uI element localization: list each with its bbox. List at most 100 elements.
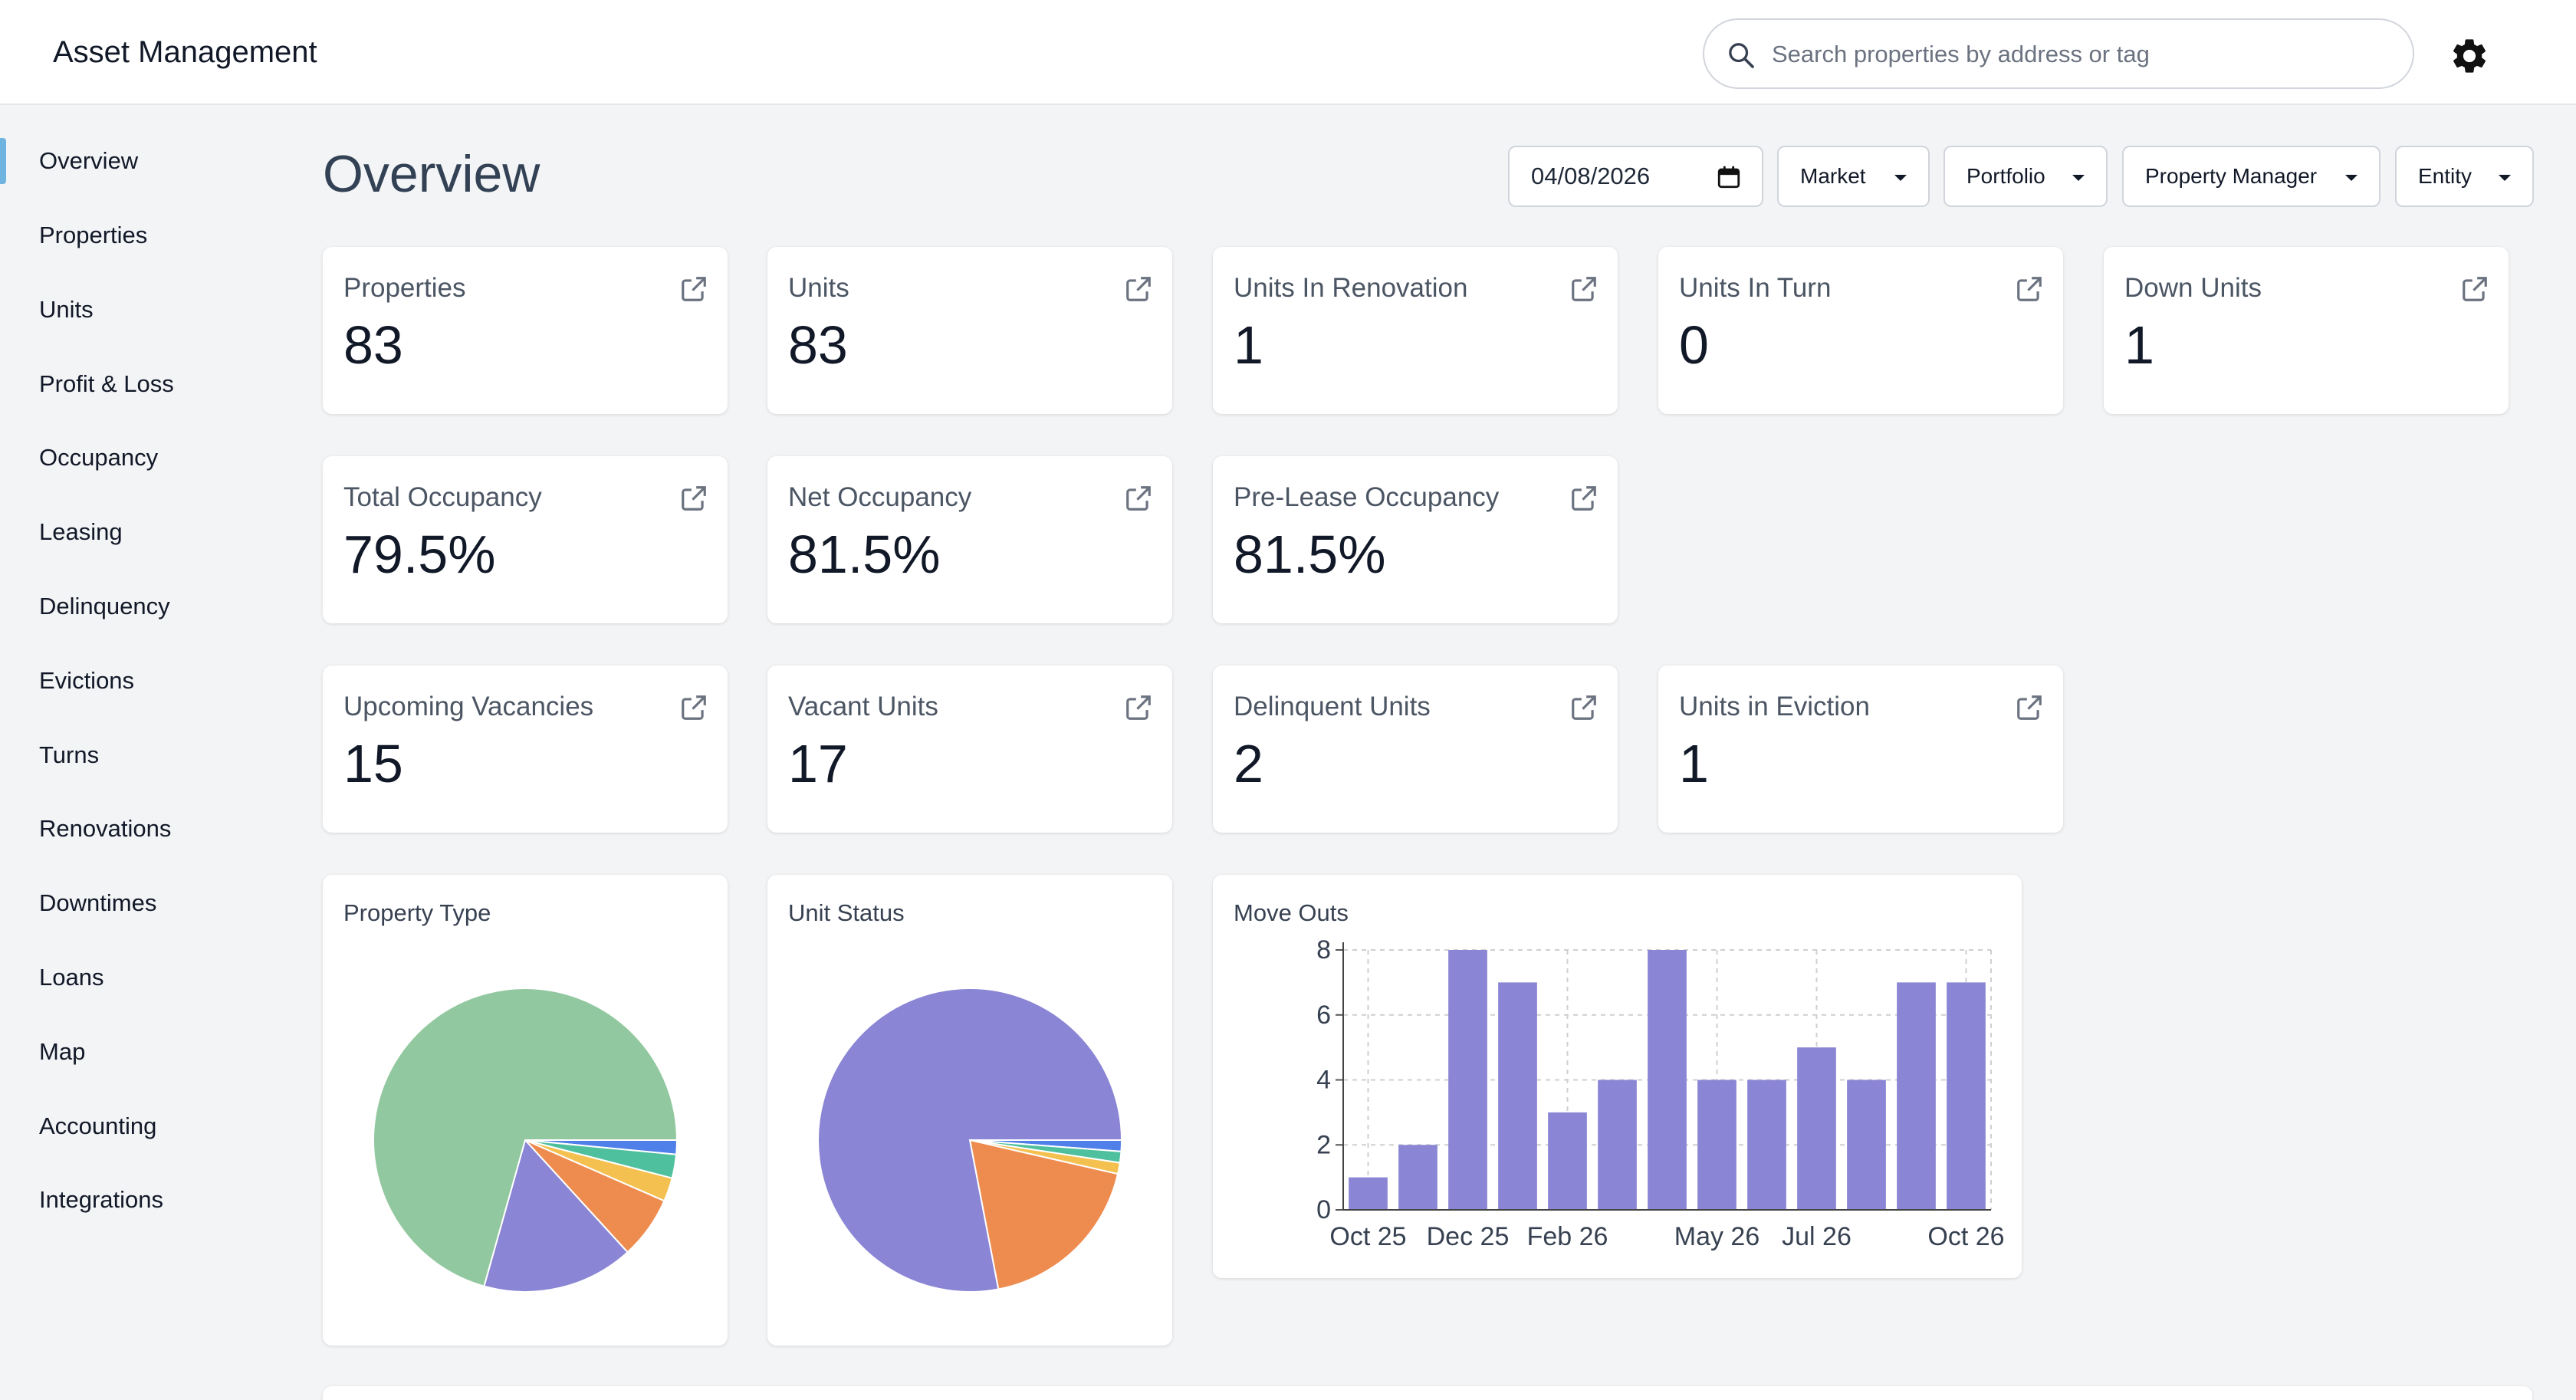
property-type-chart-card: Property Type [323,875,728,1346]
market-dropdown[interactable]: Market [1777,146,1930,207]
bar[interactable] [1349,1177,1388,1210]
date-picker[interactable]: 04/08/2026 [1508,146,1763,207]
pie-slice[interactable] [968,1139,1119,1290]
card-units-in-eviction: Units in Eviction 1 [1658,665,2063,833]
date-value: 04/08/2026 [1531,163,1651,189]
portfolio-dropdown-label: Portfolio [1967,164,2045,188]
sidebar-item-map[interactable]: Map [39,1038,86,1065]
chart-title: Property Type [343,899,491,926]
bar[interactable] [1897,982,1936,1210]
external-link-icon[interactable] [2015,274,2044,304]
search-box[interactable] [1703,18,2414,89]
sidebar-item-overview[interactable]: Overview [39,147,139,174]
sidebar-item-properties[interactable]: Properties [39,222,148,248]
external-link-icon[interactable] [679,693,708,722]
pie-slice[interactable] [817,988,1123,1293]
external-link-icon[interactable] [1124,693,1153,722]
pie-slice[interactable] [373,988,678,1287]
card-value: 79.5% [343,524,496,584]
chevron-down-icon [1894,175,1907,181]
entity-dropdown[interactable]: Entity [2395,146,2534,207]
chart-title: Unit Status [788,899,905,926]
external-link-icon[interactable] [1569,274,1598,304]
card-label: Units In Turn [1679,273,1832,303]
card-pre-lease-occupancy: Pre-Lease Occupancy 81.5% [1213,456,1618,623]
external-link-icon[interactable] [1569,484,1598,513]
y-tick-label: 8 [1316,935,1331,965]
x-tick-label: Oct 26 [1927,1222,2004,1251]
y-tick-label: 2 [1316,1130,1331,1159]
bar[interactable] [1648,950,1687,1210]
sidebar-item-downtimes[interactable]: Downtimes [39,889,157,916]
pie-slice[interactable] [483,1138,629,1293]
sidebar-item-evictions[interactable]: Evictions [39,667,135,694]
x-tick-label: Dec 25 [1427,1222,1510,1251]
y-tick-label: 4 [1316,1066,1331,1095]
card-value: 15 [343,734,403,794]
external-link-icon[interactable] [1124,274,1153,304]
calendar-icon[interactable] [1716,164,1742,190]
property-manager-dropdown[interactable]: Property Manager [2122,146,2380,207]
sidebar-item-integrations[interactable]: Integrations [39,1186,163,1213]
y-tick-label: 0 [1316,1195,1331,1224]
external-link-icon[interactable] [2460,274,2489,304]
card-label: Units in Eviction [1679,692,1870,721]
card-net-occupancy: Net Occupancy 81.5% [767,456,1172,623]
x-tick-label: Jul 26 [1782,1222,1852,1251]
bar[interactable] [1697,1080,1737,1211]
search-icon [1729,43,1754,68]
sidebar-item-turns[interactable]: Turns [39,741,100,768]
external-link-icon[interactable] [2015,693,2044,722]
card-delinquent-units: Delinquent Units 2 [1213,665,1618,833]
property-manager-dropdown-label: Property Manager [2145,164,2318,188]
unit-status-chart-card: Unit Status [767,875,1172,1346]
sidebar-item-occupancy[interactable]: Occupancy [39,444,159,471]
portfolio-dropdown[interactable]: Portfolio [1944,146,2108,207]
card-value: 0 [1679,315,1709,375]
card-units-in-renovation: Units In Renovation 1 [1213,247,1618,414]
card-label: Total Occupancy [343,482,542,512]
gear-icon[interactable] [2449,35,2490,77]
sidebar-item-profit-loss[interactable]: Profit & Loss [39,370,174,397]
sidebar-item-delinquency[interactable]: Delinquency [39,593,170,619]
bar[interactable] [1548,1112,1587,1210]
chart-title: Move Outs [1234,899,1349,926]
chevron-down-icon [2072,175,2085,181]
x-tick-label: Feb 26 [1527,1222,1608,1251]
sidebar-item-renovations[interactable]: Renovations [39,815,172,842]
chevron-down-icon [2345,175,2358,181]
move-outs-chart-card: 0 2 4 6 8 Oct 25 Dec 25 Feb 26 May 26 Jul 26 Oct 2… [1213,875,2022,1278]
card-units-in-turn: Units In Turn 0 [1658,247,2063,414]
external-link-icon[interactable] [1124,484,1153,513]
x-tick-label: May 26 [1674,1222,1760,1251]
card-total-occupancy: Total Occupancy 79.5% [323,456,728,623]
bar[interactable] [1498,982,1537,1210]
card-label: Vacant Units [788,692,938,721]
sidebar-item-leasing[interactable]: Leasing [39,518,123,545]
active-nav-indicator [0,138,6,184]
bar[interactable] [1747,1080,1786,1211]
card-label: Upcoming Vacancies [343,692,594,721]
external-link-icon[interactable] [679,274,708,304]
bar[interactable] [1598,1080,1637,1211]
sidebar-item-accounting[interactable]: Accounting [39,1112,157,1139]
bar[interactable] [1947,982,1986,1210]
card-value: 81.5% [1234,524,1386,584]
external-link-icon[interactable] [679,484,708,513]
card-label: Units In Renovation [1234,273,1468,303]
card-label: Net Occupancy [788,482,972,512]
chevron-down-icon [2499,175,2511,181]
bar[interactable] [1398,1145,1438,1210]
bar[interactable] [1847,1080,1886,1211]
move-outs-bar-chart: 0 2 4 6 8 Oct 25 Dec 25 Feb 26 May 26 Jul 26 Oct 2… [1316,935,2005,1251]
card-vacant-units: Vacant Units 17 [767,665,1172,833]
search-input[interactable] [1772,34,2385,75]
x-tick-label: Oct 25 [1329,1222,1406,1251]
sidebar-item-loans[interactable]: Loans [39,964,104,991]
y-tick-label: 6 [1316,1001,1331,1030]
card-value: 1 [1234,315,1263,375]
sidebar-item-units[interactable]: Units [39,296,94,323]
bar[interactable] [1797,1047,1836,1210]
bar[interactable] [1448,950,1487,1210]
external-link-icon[interactable] [1569,693,1598,722]
